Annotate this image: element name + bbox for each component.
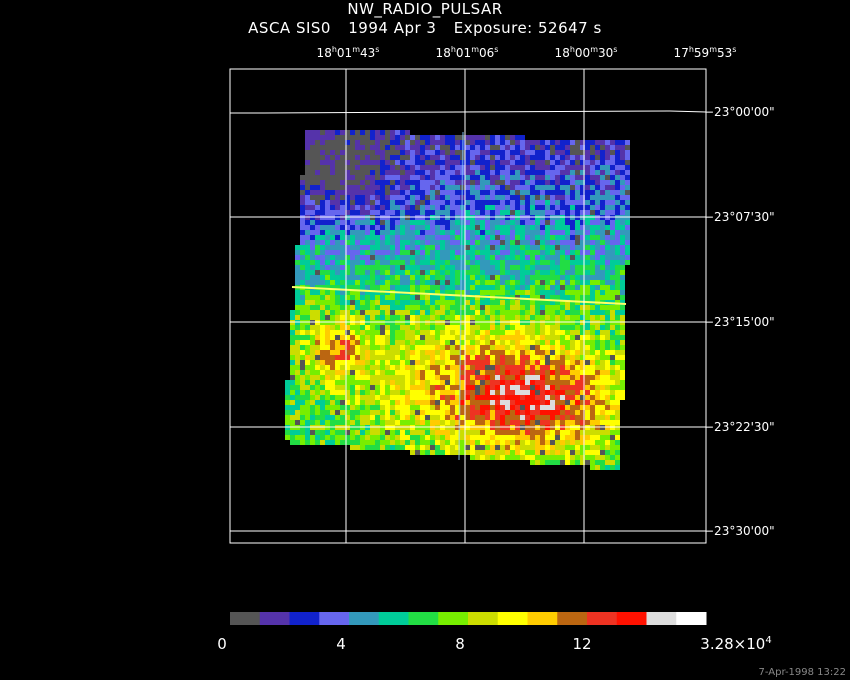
dec-tick-label-1: −23°00'00"	[704, 105, 775, 119]
xray-count-image	[285, 130, 630, 470]
ra-tick-label-3: 18h00m30s	[554, 45, 618, 60]
colorbar-label-8: 8	[455, 635, 465, 653]
colorbar-label-0: 0	[217, 635, 227, 653]
ra-tick-label-1: 18h01m43s	[316, 45, 380, 60]
ra-tick-label-4: 17h59m53s	[673, 45, 737, 60]
colorbar-swatch	[557, 612, 588, 625]
colorbar-swatch	[527, 612, 558, 625]
dec-tick-label-2: −23°07'30"	[704, 210, 775, 224]
timestamp: 7-Apr-1998 13:22	[758, 667, 846, 678]
colorbar-swatch	[676, 612, 707, 625]
colorbar-swatch	[349, 612, 380, 625]
observation-info: ASCA SIS0 1994 Apr 3 Exposure: 52647 s	[0, 19, 850, 37]
colorbar-swatch	[468, 612, 499, 625]
colorbar-swatch	[378, 612, 409, 625]
colorbar-swatch	[587, 612, 618, 625]
colorbar-swatch	[646, 612, 677, 625]
colorbar-swatch	[497, 612, 528, 625]
date-label: 1994 Apr 3	[348, 19, 437, 37]
colorbar-swatch	[289, 612, 320, 625]
ra-tick-label-2: 18h01m06s	[435, 45, 499, 60]
colorbar-swatch	[230, 612, 261, 625]
instrument-label: ASCA SIS0	[248, 19, 331, 37]
color-scale-bar	[230, 612, 707, 625]
colorbar-swatch	[408, 612, 439, 625]
coordinate-grid	[229, 68, 707, 544]
dec-tick-label-3: −23°15'00"	[704, 315, 775, 329]
exposure-label: Exposure: 52647 s	[453, 19, 602, 37]
colorbar-swatch	[259, 612, 290, 625]
colorbar-label-12: 12	[572, 635, 592, 653]
colorbar-swatch	[319, 612, 350, 625]
object-title: NW_RADIO_PULSAR	[347, 0, 503, 18]
colorbar-label-max: 3.28×104	[700, 635, 772, 653]
dec-tick-label-4: −23°22'30"	[704, 420, 775, 434]
dec-tick-label-5: −23°30'00"	[704, 524, 775, 538]
colorbar-label-4: 4	[336, 635, 346, 653]
colorbar-swatch	[616, 612, 647, 625]
colorbar-swatch	[438, 612, 469, 625]
